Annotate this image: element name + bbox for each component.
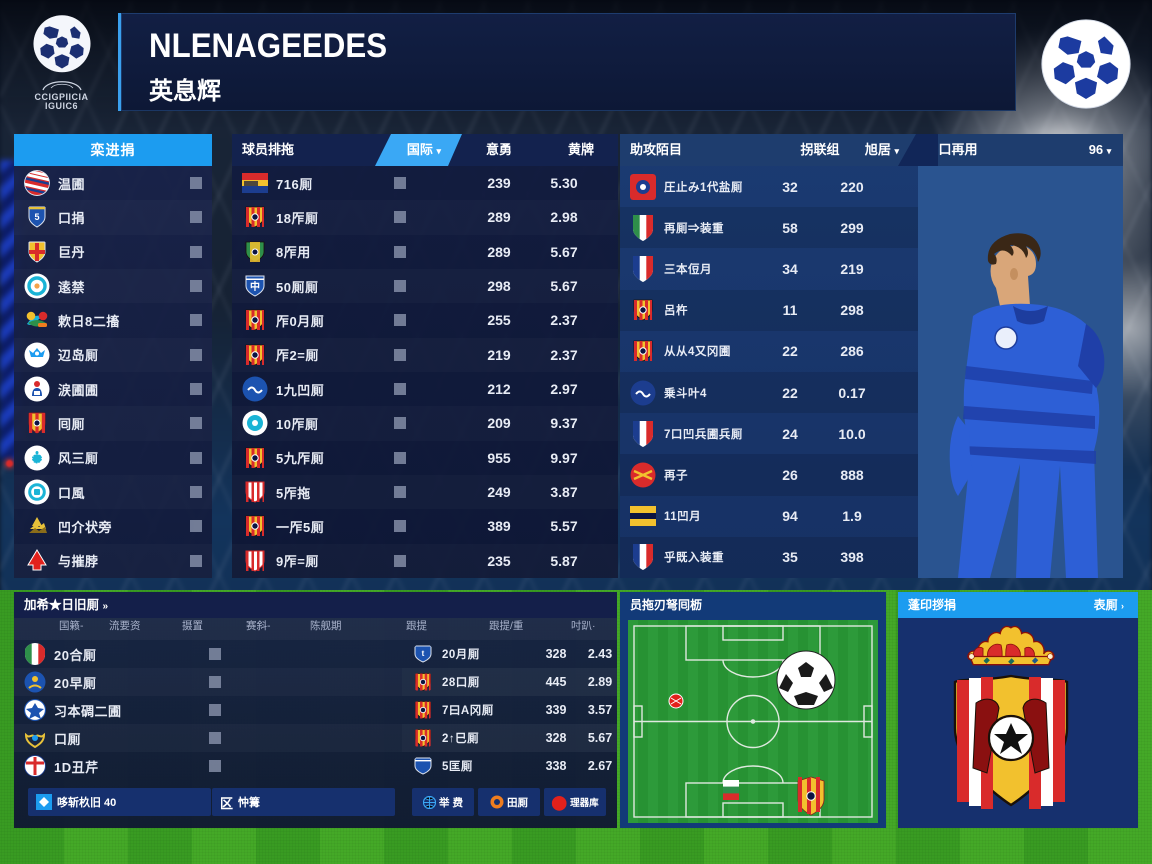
- svg-text:中: 中: [250, 280, 260, 293]
- svg-text:t: t: [422, 649, 425, 658]
- svg-text:5: 5: [34, 212, 39, 222]
